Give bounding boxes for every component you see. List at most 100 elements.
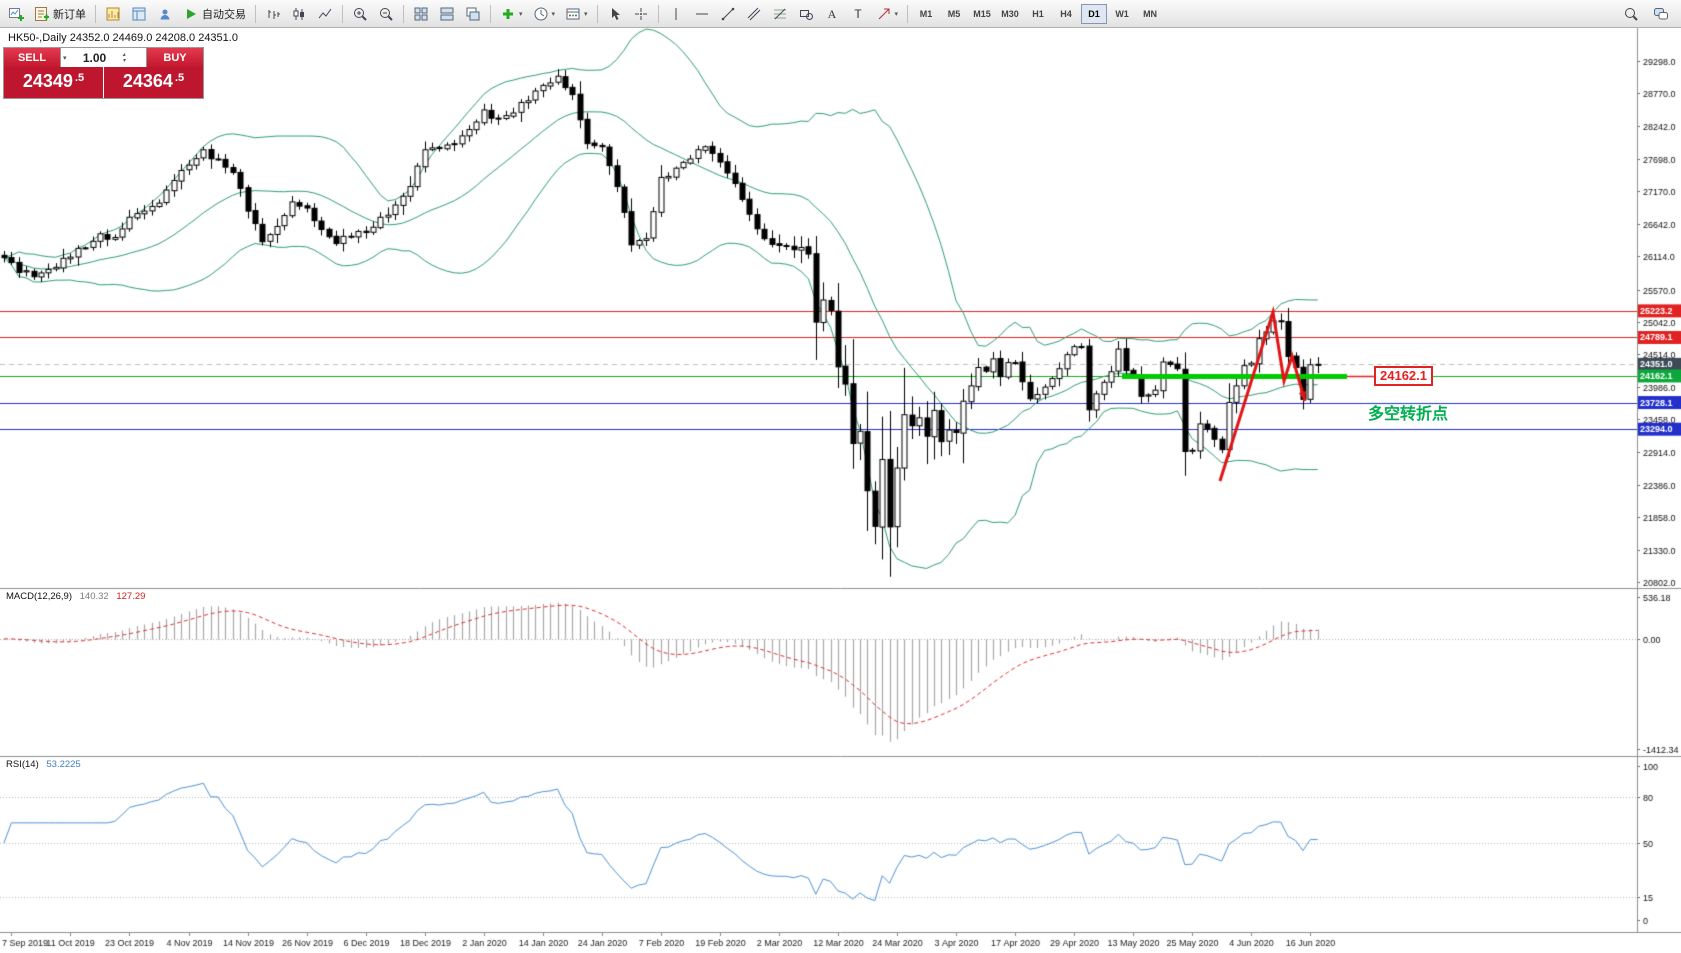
line-chart-icon-button[interactable]	[313, 3, 337, 25]
auto-arrange-icon	[440, 7, 454, 20]
text-icon-button[interactable]: A	[820, 3, 844, 25]
market-watch-icon	[106, 7, 120, 20]
level-callout[interactable]: 24162.1	[1374, 366, 1433, 386]
macd-signal-value: 127.29	[116, 591, 146, 602]
sell-button[interactable]: SELL	[4, 48, 60, 67]
macd-label: MACD(12,26,9) 140.32 127.29	[6, 591, 145, 602]
bar-chart-icon	[268, 9, 280, 19]
navigator-icon-button[interactable]	[153, 3, 177, 25]
search-icon	[1625, 7, 1638, 21]
horizontal-line-icon-button[interactable]	[690, 3, 714, 25]
one-click-prices: 24349 .5 24364 .5	[4, 67, 203, 98]
timeframe-d1[interactable]: D1	[1081, 3, 1108, 24]
horizontal-line-icon	[695, 13, 708, 14]
timeframe-w1[interactable]: W1	[1109, 4, 1135, 24]
toolbar-separator	[403, 4, 404, 23]
vertical-line-icon	[675, 7, 677, 20]
templates-icon	[566, 8, 580, 19]
one-click-top-row: SELL ▾ ▴▾ BUY	[4, 48, 203, 67]
chat-icon-button[interactable]	[1649, 3, 1673, 25]
rsi-value: 53.2225	[46, 759, 81, 770]
autotrading-button[interactable]: 自动交易	[179, 3, 250, 25]
dropdown-arrow-icon[interactable]: ▾	[894, 10, 899, 18]
timeframe-m15[interactable]: M15	[969, 4, 995, 24]
shapes-icon	[799, 9, 813, 20]
arrows-icon	[878, 8, 890, 19]
shapes-icon-button[interactable]	[794, 3, 818, 25]
dropdown-arrow-icon[interactable]: ▾	[551, 10, 556, 18]
crosshair-icon-button[interactable]	[629, 3, 653, 25]
timeframe-m1[interactable]: M1	[913, 4, 939, 24]
cursor-icon-button[interactable]	[603, 3, 627, 25]
tile-windows-icon-button[interactable]	[409, 3, 433, 25]
chart-symbol-period-ohlc: HK50-,Daily 24352.0 24469.0 24208.0 2435…	[8, 32, 238, 44]
volume-dropdown-icon[interactable]: ▾	[63, 54, 67, 62]
toolbar-separator	[95, 4, 96, 23]
navigator-icon	[160, 9, 170, 19]
macd-main-value: 140.32	[79, 591, 109, 602]
rsi-name: RSI(14)	[6, 759, 39, 770]
periods-icon	[534, 7, 548, 20]
toolbar-right-group	[1618, 3, 1678, 25]
vertical-line-icon-button[interactable]	[664, 3, 688, 25]
new-order-icon	[35, 6, 49, 21]
zoom-in-icon	[354, 7, 367, 21]
svg-text:T: T	[854, 7, 862, 21]
turning-point-label: 多空转折点	[1368, 406, 1449, 423]
toolbar-buttons: 新订单 自动交易 ▾ ▾ ▾ A T ▾	[3, 3, 912, 25]
timeframe-mn[interactable]: MN	[1137, 4, 1163, 24]
fibonacci-icon	[773, 8, 786, 19]
data-window-icon	[132, 7, 146, 20]
bar-chart-icon-button[interactable]	[261, 3, 285, 25]
new-chart-icon-button[interactable]	[4, 3, 28, 25]
buy-price-value: 24364	[122, 71, 173, 91]
dropdown-arrow-icon[interactable]: ▾	[519, 10, 523, 18]
candle-chart-icon-button[interactable]	[287, 3, 311, 25]
periods-icon-button[interactable]: ▾	[529, 3, 560, 25]
text-label-icon-button[interactable]: T	[846, 3, 870, 25]
toolbar-separator	[907, 4, 909, 23]
timeframe-h4[interactable]: H4	[1053, 4, 1079, 24]
arrows-icon-button[interactable]: ▾	[872, 3, 903, 25]
data-window-icon-button[interactable]	[127, 3, 151, 25]
channel-icon-button[interactable]	[742, 3, 766, 25]
new-chart-icon	[9, 7, 24, 21]
crosshair-icon	[634, 7, 647, 20]
buy-price-fraction: .5	[174, 72, 185, 84]
toolbar-separator	[596, 4, 598, 23]
toolbar-separator	[342, 4, 343, 23]
dropdown-arrow-icon[interactable]: ▾	[584, 10, 588, 18]
line-chart-icon	[318, 8, 332, 18]
templates-icon-button[interactable]: ▾	[561, 3, 592, 25]
toolbar: 新订单 自动交易 ▾ ▾ ▾ A T ▾ M1 M5 M15 M30 H1 H4 D1 W1 MN	[0, 0, 1681, 28]
text-icon: A	[827, 7, 836, 21]
market-watch-icon-button[interactable]	[101, 3, 125, 25]
one-click-trading-panel: SELL ▾ ▴▾ BUY 24349 .5 24364 .5	[3, 47, 204, 99]
cursor-icon	[611, 7, 620, 20]
timeframe-h1[interactable]: H1	[1025, 4, 1051, 24]
volume-stepper[interactable]: ▴ ▾	[122, 51, 126, 64]
sell-price[interactable]: 24349 .5	[4, 67, 103, 98]
zoom-in-icon-button[interactable]	[348, 3, 372, 25]
timeframe-m5[interactable]: M5	[941, 4, 967, 24]
sell-price-fraction: .5	[74, 72, 85, 84]
sell-price-value: 24349	[22, 71, 73, 91]
cascade-icon-button[interactable]	[461, 3, 485, 25]
cascade-icon	[466, 7, 480, 20]
buy-button[interactable]: BUY	[147, 48, 203, 67]
trendline-icon-button[interactable]	[716, 3, 740, 25]
volume-input[interactable]	[66, 50, 123, 65]
autotrading-icon	[187, 8, 196, 19]
zoom-out-icon-button[interactable]	[374, 3, 398, 25]
autotrading-label: 自动交易	[202, 8, 246, 21]
search-icon-button[interactable]	[1619, 3, 1643, 25]
new-order-button[interactable]: 新订单	[30, 3, 90, 25]
buy-price[interactable]: 24364 .5	[104, 67, 203, 98]
timeframe-m30[interactable]: M30	[997, 4, 1023, 24]
toolbar-separator	[490, 4, 491, 23]
auto-arrange-icon-button[interactable]	[435, 3, 459, 25]
fibonacci-icon-button[interactable]	[768, 3, 792, 25]
indicators-icon-button[interactable]: ▾	[496, 3, 527, 25]
text-label-icon: T	[854, 7, 862, 21]
